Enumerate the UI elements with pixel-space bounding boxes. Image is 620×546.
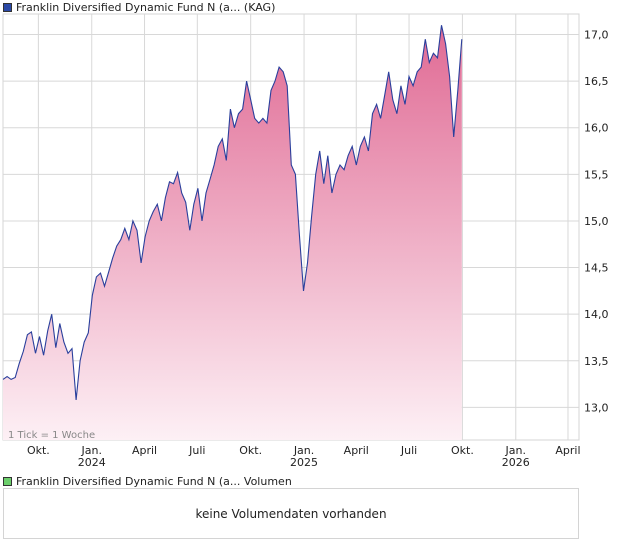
tick-note: 1 Tick = 1 Woche (8, 430, 95, 441)
x-tick-label: April (132, 444, 157, 457)
price-line (2, 25, 463, 400)
y-tick-label: 14,5 (584, 262, 609, 275)
x-tick-label: Okt. (27, 444, 50, 457)
x-tick-year-label: 2024 (78, 456, 106, 469)
volume-legend: Franklin Diversified Dynamic Fund N (a..… (3, 474, 292, 488)
y-tick-label: 13,0 (584, 401, 609, 414)
y-tick-label: 15,5 (584, 168, 609, 181)
y-tick-label: 17,0 (584, 29, 609, 42)
x-tick-label: Jan. (81, 444, 102, 457)
price-legend-label: Franklin Diversified Dynamic Fund N (a..… (16, 0, 276, 14)
y-tick-label: 14,0 (584, 308, 609, 321)
x-tick-label: Jan. (293, 444, 314, 457)
x-tick-label: Juli (400, 444, 417, 457)
x-tick-label: Okt. (451, 444, 474, 457)
x-tick-label: April (344, 444, 369, 457)
y-tick-label: 13,5 (584, 355, 609, 368)
price-legend: Franklin Diversified Dynamic Fund N (a..… (3, 0, 275, 14)
y-tick-label: 15,0 (584, 215, 609, 228)
price-legend-swatch (3, 2, 12, 12)
x-tick-label: Juli (188, 444, 205, 457)
price-area (3, 25, 462, 440)
volume-panel: keine Volumendaten vorhanden (3, 488, 579, 539)
x-tick-year-label: 2025 (290, 456, 318, 469)
price-chart: 13,0 13,5 14,0 14,5 15,0 15,5 16,0 16,5 17,0 Okt… (2, 13, 609, 469)
x-tick-label: Okt. (239, 444, 262, 457)
y-tick-label: 16,5 (584, 75, 609, 88)
volume-legend-swatch (3, 476, 12, 486)
x-tick-label: Jan. (505, 444, 526, 457)
no-volume-message: keine Volumendaten vorhanden (195, 507, 387, 521)
y-axis-tick-labels: 13,0 13,5 14,0 14,5 15,0 15,5 16,0 16,5 17,0 (584, 29, 609, 415)
y-tick-label: 16,0 (584, 122, 609, 135)
x-tick-year-label: 2026 (502, 456, 530, 469)
volume-legend-label: Franklin Diversified Dynamic Fund N (a..… (16, 474, 292, 488)
x-tick-label: April (555, 444, 580, 457)
